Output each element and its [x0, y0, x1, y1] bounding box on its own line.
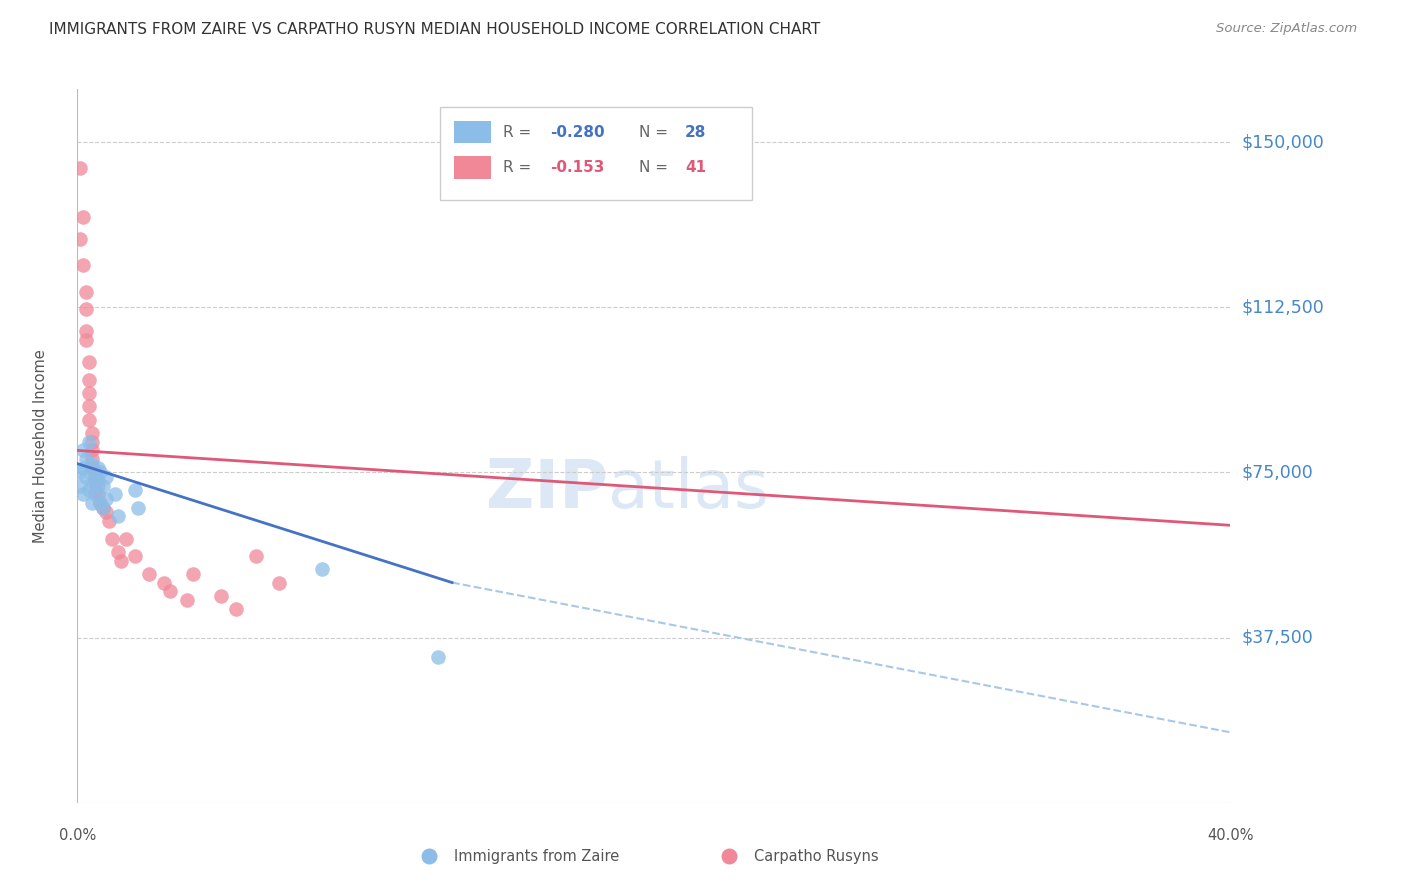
Point	[107, 509, 129, 524]
Point	[98, 514, 121, 528]
Point	[86, 478, 108, 492]
Point	[77, 483, 100, 497]
Point	[96, 505, 118, 519]
Point	[107, 545, 129, 559]
Point	[75, 325, 97, 339]
Point	[159, 584, 181, 599]
Point	[69, 161, 91, 176]
Point	[89, 466, 111, 480]
Point	[89, 496, 111, 510]
Point	[127, 500, 149, 515]
Text: -0.280: -0.280	[550, 125, 605, 139]
Point	[115, 532, 138, 546]
Point	[86, 487, 108, 501]
Point	[75, 285, 97, 299]
Text: 40.0%: 40.0%	[1206, 828, 1254, 843]
Text: 41: 41	[685, 161, 706, 175]
Point	[72, 461, 94, 475]
Point	[80, 461, 103, 475]
Point	[69, 478, 91, 492]
Point	[80, 434, 103, 449]
Point	[80, 443, 103, 458]
Bar	[454, 120, 491, 144]
Point	[69, 232, 91, 246]
Point	[77, 434, 100, 449]
Text: Carpatho Rusyns: Carpatho Rusyns	[754, 849, 879, 863]
Point	[80, 452, 103, 467]
Point	[83, 466, 105, 480]
Text: $75,000: $75,000	[1241, 464, 1313, 482]
Text: Source: ZipAtlas.com: Source: ZipAtlas.com	[1216, 22, 1357, 36]
Text: $112,500: $112,500	[1241, 298, 1324, 317]
Point	[91, 500, 114, 515]
Point	[245, 549, 267, 563]
Point	[80, 457, 103, 471]
Point	[83, 483, 105, 497]
Point	[211, 589, 233, 603]
Point	[176, 593, 198, 607]
Point	[89, 496, 111, 510]
Text: $150,000: $150,000	[1241, 133, 1324, 151]
Text: R =: R =	[503, 125, 536, 139]
Point	[75, 452, 97, 467]
Point	[72, 487, 94, 501]
Point	[86, 475, 108, 489]
Point	[225, 602, 247, 616]
Bar	[454, 156, 491, 179]
Point	[80, 475, 103, 489]
Point	[96, 491, 118, 506]
Point	[267, 575, 291, 590]
Point	[101, 532, 124, 546]
Text: Immigrants from Zaire: Immigrants from Zaire	[454, 849, 620, 863]
Point	[426, 650, 449, 665]
Point	[124, 549, 146, 563]
Point	[77, 373, 100, 387]
Point	[110, 553, 132, 567]
Point	[75, 333, 97, 347]
Point	[80, 425, 103, 440]
Text: N =: N =	[638, 125, 672, 139]
Point	[104, 487, 127, 501]
Point	[83, 487, 105, 501]
Point	[83, 470, 105, 484]
Text: atlas: atlas	[607, 456, 769, 522]
Point	[945, 796, 967, 810]
Point	[75, 302, 97, 317]
Text: ZIP: ZIP	[485, 456, 607, 522]
Text: N =: N =	[638, 161, 672, 175]
FancyBboxPatch shape	[440, 107, 752, 200]
Point	[83, 475, 105, 489]
Point	[77, 355, 100, 369]
Point	[72, 210, 94, 224]
Point	[96, 470, 118, 484]
Point	[153, 575, 174, 590]
Point	[86, 461, 108, 475]
Text: Median Household Income: Median Household Income	[32, 349, 48, 543]
Text: $37,500: $37,500	[1241, 629, 1313, 647]
Point	[181, 566, 204, 581]
Point	[75, 470, 97, 484]
Text: 28: 28	[685, 125, 706, 139]
Point	[311, 562, 333, 576]
Point	[72, 443, 94, 458]
Point	[77, 412, 100, 426]
Point	[138, 566, 160, 581]
Point	[77, 386, 100, 401]
Text: -0.153: -0.153	[550, 161, 605, 175]
Point	[91, 500, 114, 515]
Point	[80, 496, 103, 510]
Text: R =: R =	[503, 161, 536, 175]
Text: 0.0%: 0.0%	[59, 828, 96, 843]
Point	[72, 259, 94, 273]
Point	[124, 483, 146, 497]
Point	[69, 466, 91, 480]
Text: IMMIGRANTS FROM ZAIRE VS CARPATHO RUSYN MEDIAN HOUSEHOLD INCOME CORRELATION CHAR: IMMIGRANTS FROM ZAIRE VS CARPATHO RUSYN …	[49, 22, 821, 37]
Point	[77, 400, 100, 414]
Point	[91, 478, 114, 492]
